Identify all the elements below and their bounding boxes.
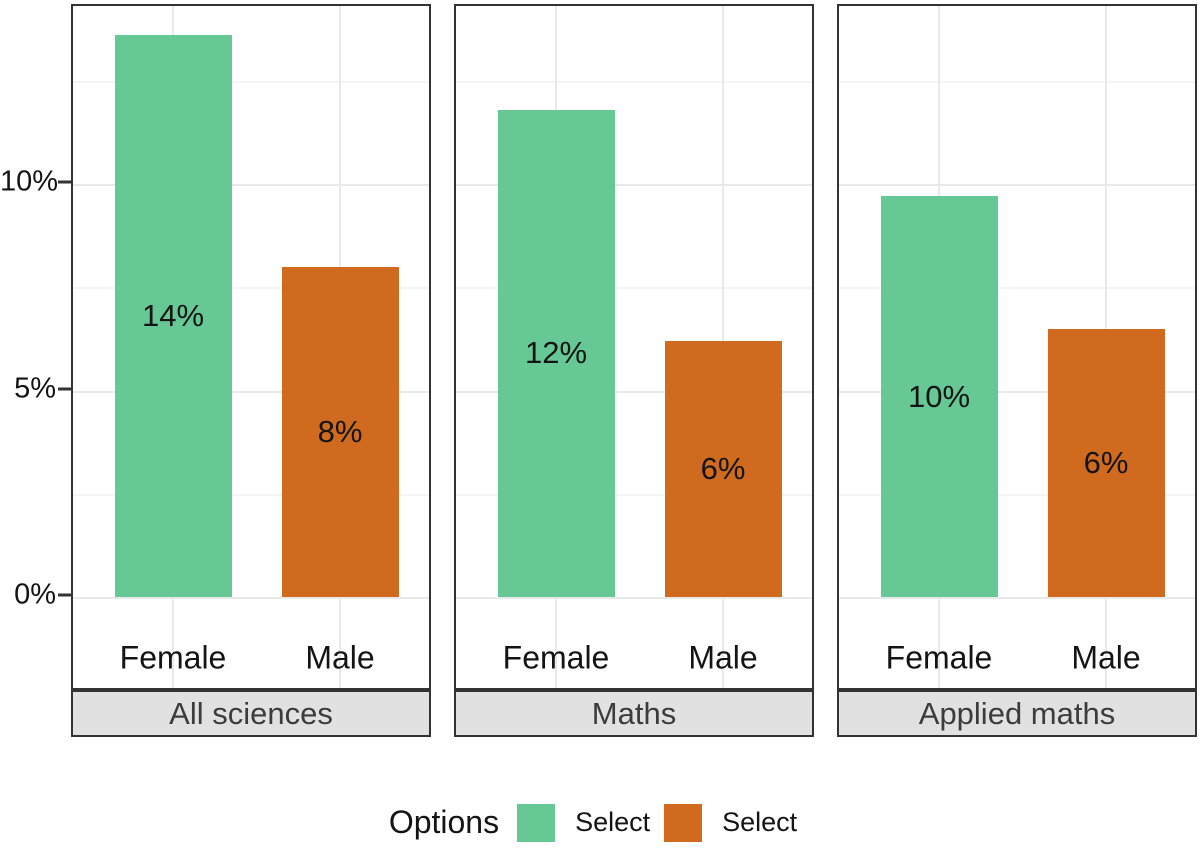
y-tick-label: 0% — [14, 578, 56, 611]
bar-value-label: 14% — [141, 298, 205, 334]
legend-entry-female-label: Select — [575, 807, 651, 837]
facet-panel: 14% Female 8% Male — [71, 4, 431, 690]
legend-entry-male-label: Select — [722, 807, 798, 837]
gridline-minor — [73, 493, 429, 496]
y-tick-label: 5% — [14, 372, 56, 404]
legend-entry-female: Select — [517, 803, 651, 842]
x-category-label: Female — [502, 639, 610, 676]
x-category-label: Male — [305, 639, 375, 676]
facet-strip-label: All sciences — [71, 690, 431, 737]
gridline-major — [73, 390, 429, 393]
gridline-minor — [839, 287, 1195, 290]
y-axis-tick-icon — [58, 593, 71, 597]
x-category-label: Female — [119, 639, 227, 676]
facet-strip-label: Applied maths — [837, 690, 1197, 737]
legend-entry-male: Select — [664, 803, 798, 842]
bar-female — [497, 109, 615, 597]
gridline-minor — [73, 287, 429, 290]
bar-value-label: 8% — [317, 413, 363, 449]
gridline-minor — [73, 80, 429, 83]
gridline-major — [456, 390, 812, 393]
x-category-label: Male — [1071, 639, 1141, 676]
x-category-label: Male — [688, 639, 758, 676]
gridline-major — [839, 597, 1195, 599]
gridline-major — [73, 184, 429, 186]
legend: Options Select Select — [0, 795, 1200, 850]
bar-female — [880, 196, 998, 597]
legend-title: Options — [388, 804, 500, 840]
gridline-major — [456, 184, 812, 186]
bar-male — [1047, 328, 1165, 597]
y-axis-tick-icon — [58, 387, 71, 390]
gridline-minor — [839, 493, 1195, 496]
bar-value-label: 10% — [907, 378, 971, 414]
facet-panel: 10% Female 6% Male — [837, 4, 1197, 690]
y-tick-label: 10% — [0, 165, 59, 198]
legend-swatch-female-icon — [517, 803, 556, 842]
gridline-minor — [456, 287, 812, 290]
gridline-minor — [839, 80, 1195, 83]
facet-panel: 12% Female 6% Male — [454, 4, 814, 690]
y-axis-tick-icon — [58, 180, 71, 184]
gridline-minor — [456, 80, 812, 83]
bar-value-label: 12% — [524, 335, 588, 371]
legend-swatch-male-icon — [664, 803, 703, 842]
x-category-label: Female — [885, 639, 993, 676]
facet-strip-label: Maths — [454, 690, 814, 737]
bar-value-label: 6% — [700, 450, 746, 486]
gridline-major — [839, 184, 1195, 186]
gridline-major — [839, 390, 1195, 393]
gridline-major — [73, 597, 429, 599]
bar-female — [114, 35, 232, 597]
bar-male — [664, 340, 782, 597]
gridline-major — [456, 597, 812, 599]
bar-value-label: 6% — [1083, 444, 1129, 480]
gridline-minor — [456, 493, 812, 496]
bar-male — [281, 266, 399, 597]
